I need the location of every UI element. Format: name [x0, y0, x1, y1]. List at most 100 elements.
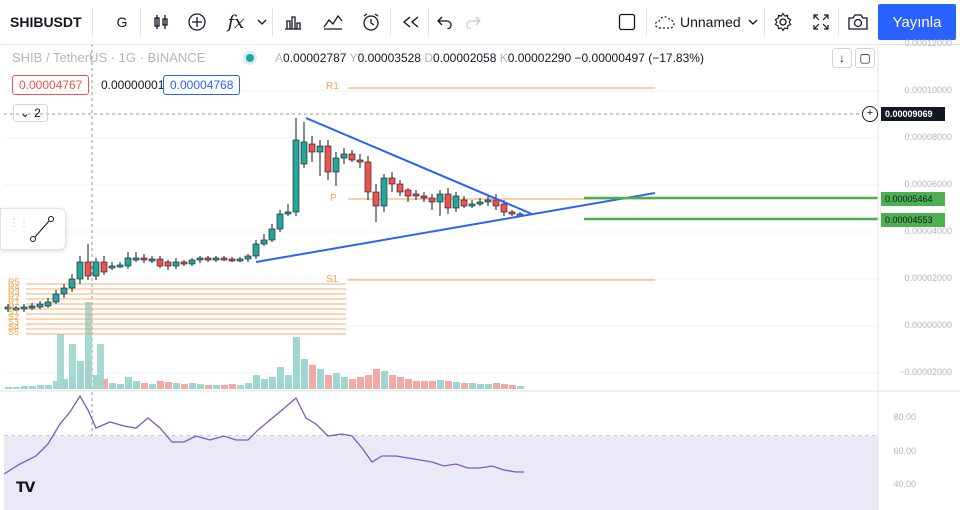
price-axis-tick: 0.00002000: [904, 273, 952, 283]
low-value: 0.00002058: [432, 51, 497, 65]
candle-up: [44, 301, 52, 307]
tradingview-logo[interactable]: TV: [16, 480, 35, 496]
candle-up: [212, 257, 220, 261]
candle-up: [116, 264, 124, 268]
volume-bar-up: [13, 387, 20, 389]
cloud-icon[interactable]: [652, 6, 676, 38]
left-pivot-label: S3: [8, 317, 20, 327]
volume-bar-up: [93, 375, 100, 389]
trend-line-icon[interactable]: [29, 215, 55, 243]
candle-up: [28, 305, 36, 309]
drag-handle-icon[interactable]: ⋮⋮: [9, 218, 29, 229]
candle-down: [428, 197, 436, 203]
alarm-icon[interactable]: [356, 6, 386, 38]
toolbar-divider: [428, 8, 429, 36]
candle-up: [132, 257, 140, 261]
rsi-background-band: [4, 436, 878, 510]
volume-bar-down: [309, 365, 316, 389]
candle-up: [476, 201, 484, 205]
symbol-search-button[interactable]: SHIBUSDT: [10, 14, 82, 30]
candle-down: [396, 183, 404, 193]
ask-price-box[interactable]: 0.00004768: [163, 75, 241, 95]
candle-down: [348, 153, 356, 161]
toolbar-divider: [838, 8, 839, 36]
symbol-legend-title: SHIB / TetherUS · 1G · BINANCE: [12, 50, 206, 65]
replay-icon[interactable]: [396, 6, 426, 38]
change-value: −0.00000497 (−17.83%): [574, 51, 704, 65]
volume-bar-up: [285, 375, 292, 389]
volume-bar-down: [349, 379, 356, 389]
volume-bar-up: [437, 380, 444, 389]
green-line-lower-badge: 0.00004553: [881, 213, 945, 227]
volume-bar-up: [213, 385, 220, 389]
bid-price-box[interactable]: 0.00004767: [12, 75, 90, 95]
layout-name[interactable]: Unnamed: [680, 14, 741, 30]
redo-icon[interactable]: [460, 6, 486, 38]
volume-bar-up: [133, 381, 140, 389]
left-pivot-label: R3: [8, 287, 20, 297]
candle-down: [84, 261, 92, 277]
bar-chart-icon[interactable]: [278, 6, 308, 38]
maximize-pane-icon[interactable]: ▢: [855, 48, 875, 68]
volume-bar-down: [421, 381, 428, 389]
volume-bar-down: [501, 384, 508, 389]
candle-down: [404, 189, 412, 197]
candle-up: [252, 243, 260, 257]
price-axis-tick: 0.00008000: [904, 132, 952, 142]
candle-down: [140, 257, 148, 261]
chart-canvas[interactable]: [0, 44, 960, 510]
candle-down: [388, 177, 396, 185]
green-line-upper-badge: 0.00005464: [881, 192, 945, 206]
volume-bar-down: [389, 375, 396, 389]
price-axis-tick: 0.00000000: [904, 320, 952, 330]
candle-down: [220, 257, 228, 261]
fullscreen-square-icon[interactable]: [612, 6, 642, 38]
volume-bar-up: [341, 377, 348, 389]
volume-bar-up: [197, 384, 204, 389]
chevron-down-icon: ⌄: [20, 106, 31, 120]
volume-bar-up: [53, 381, 60, 389]
toolbar-divider: [140, 8, 141, 36]
camera-icon[interactable]: [842, 6, 874, 38]
expand-icon[interactable]: [806, 6, 836, 38]
pivot-p-label: P: [330, 193, 337, 204]
triangle-upper-trendline: [305, 117, 533, 215]
pivot-s1-label: S1: [326, 274, 339, 285]
volume-bar-up: [237, 385, 244, 389]
volume-bar-down: [365, 375, 372, 389]
publish-button[interactable]: Yayınla: [878, 4, 956, 40]
volume-bar-up: [21, 386, 28, 389]
arrow-down-icon[interactable]: ↓: [832, 48, 852, 68]
indicators-add-icon[interactable]: [182, 6, 212, 38]
undo-icon[interactable]: [432, 6, 458, 38]
low-key: D: [424, 51, 433, 65]
volume-bar-down: [101, 379, 108, 389]
volume-bar-up: [301, 359, 308, 389]
status-dot: [246, 54, 254, 62]
chevron-down-icon[interactable]: [254, 6, 270, 38]
candles-icon[interactable]: [146, 6, 176, 38]
open-key: A: [275, 51, 284, 65]
volume-bar-up: [45, 385, 52, 389]
gear-icon[interactable]: [768, 6, 798, 38]
ohlc-values: A0.00002787 Y0.00003528 D0.00002058 K0.0…: [275, 51, 704, 65]
interval-button[interactable]: G: [116, 14, 128, 30]
collapse-indicators-button[interactable]: ⌄ 2: [13, 104, 48, 122]
price-axis-tick: 0.00006000: [904, 179, 952, 189]
volume-bar-down: [397, 377, 404, 389]
candle-up: [36, 303, 44, 308]
volume-bar-up: [77, 361, 84, 389]
candle-down: [164, 261, 172, 267]
indicators-fx-icon[interactable]: fx: [227, 11, 245, 33]
volume-bar-up: [125, 377, 132, 389]
candle-up: [340, 153, 348, 159]
candle-down: [204, 257, 212, 261]
compare-chart-icon[interactable]: [318, 6, 348, 38]
drawing-toolbar[interactable]: ⋮⋮: [0, 208, 66, 250]
chevron-down-icon[interactable]: [746, 6, 760, 38]
volume-bar-up: [61, 379, 68, 389]
add-alert-icon[interactable]: +: [862, 106, 878, 122]
candle-down: [412, 193, 420, 197]
close-key: K: [499, 51, 508, 65]
volume-bar-down: [445, 381, 452, 389]
